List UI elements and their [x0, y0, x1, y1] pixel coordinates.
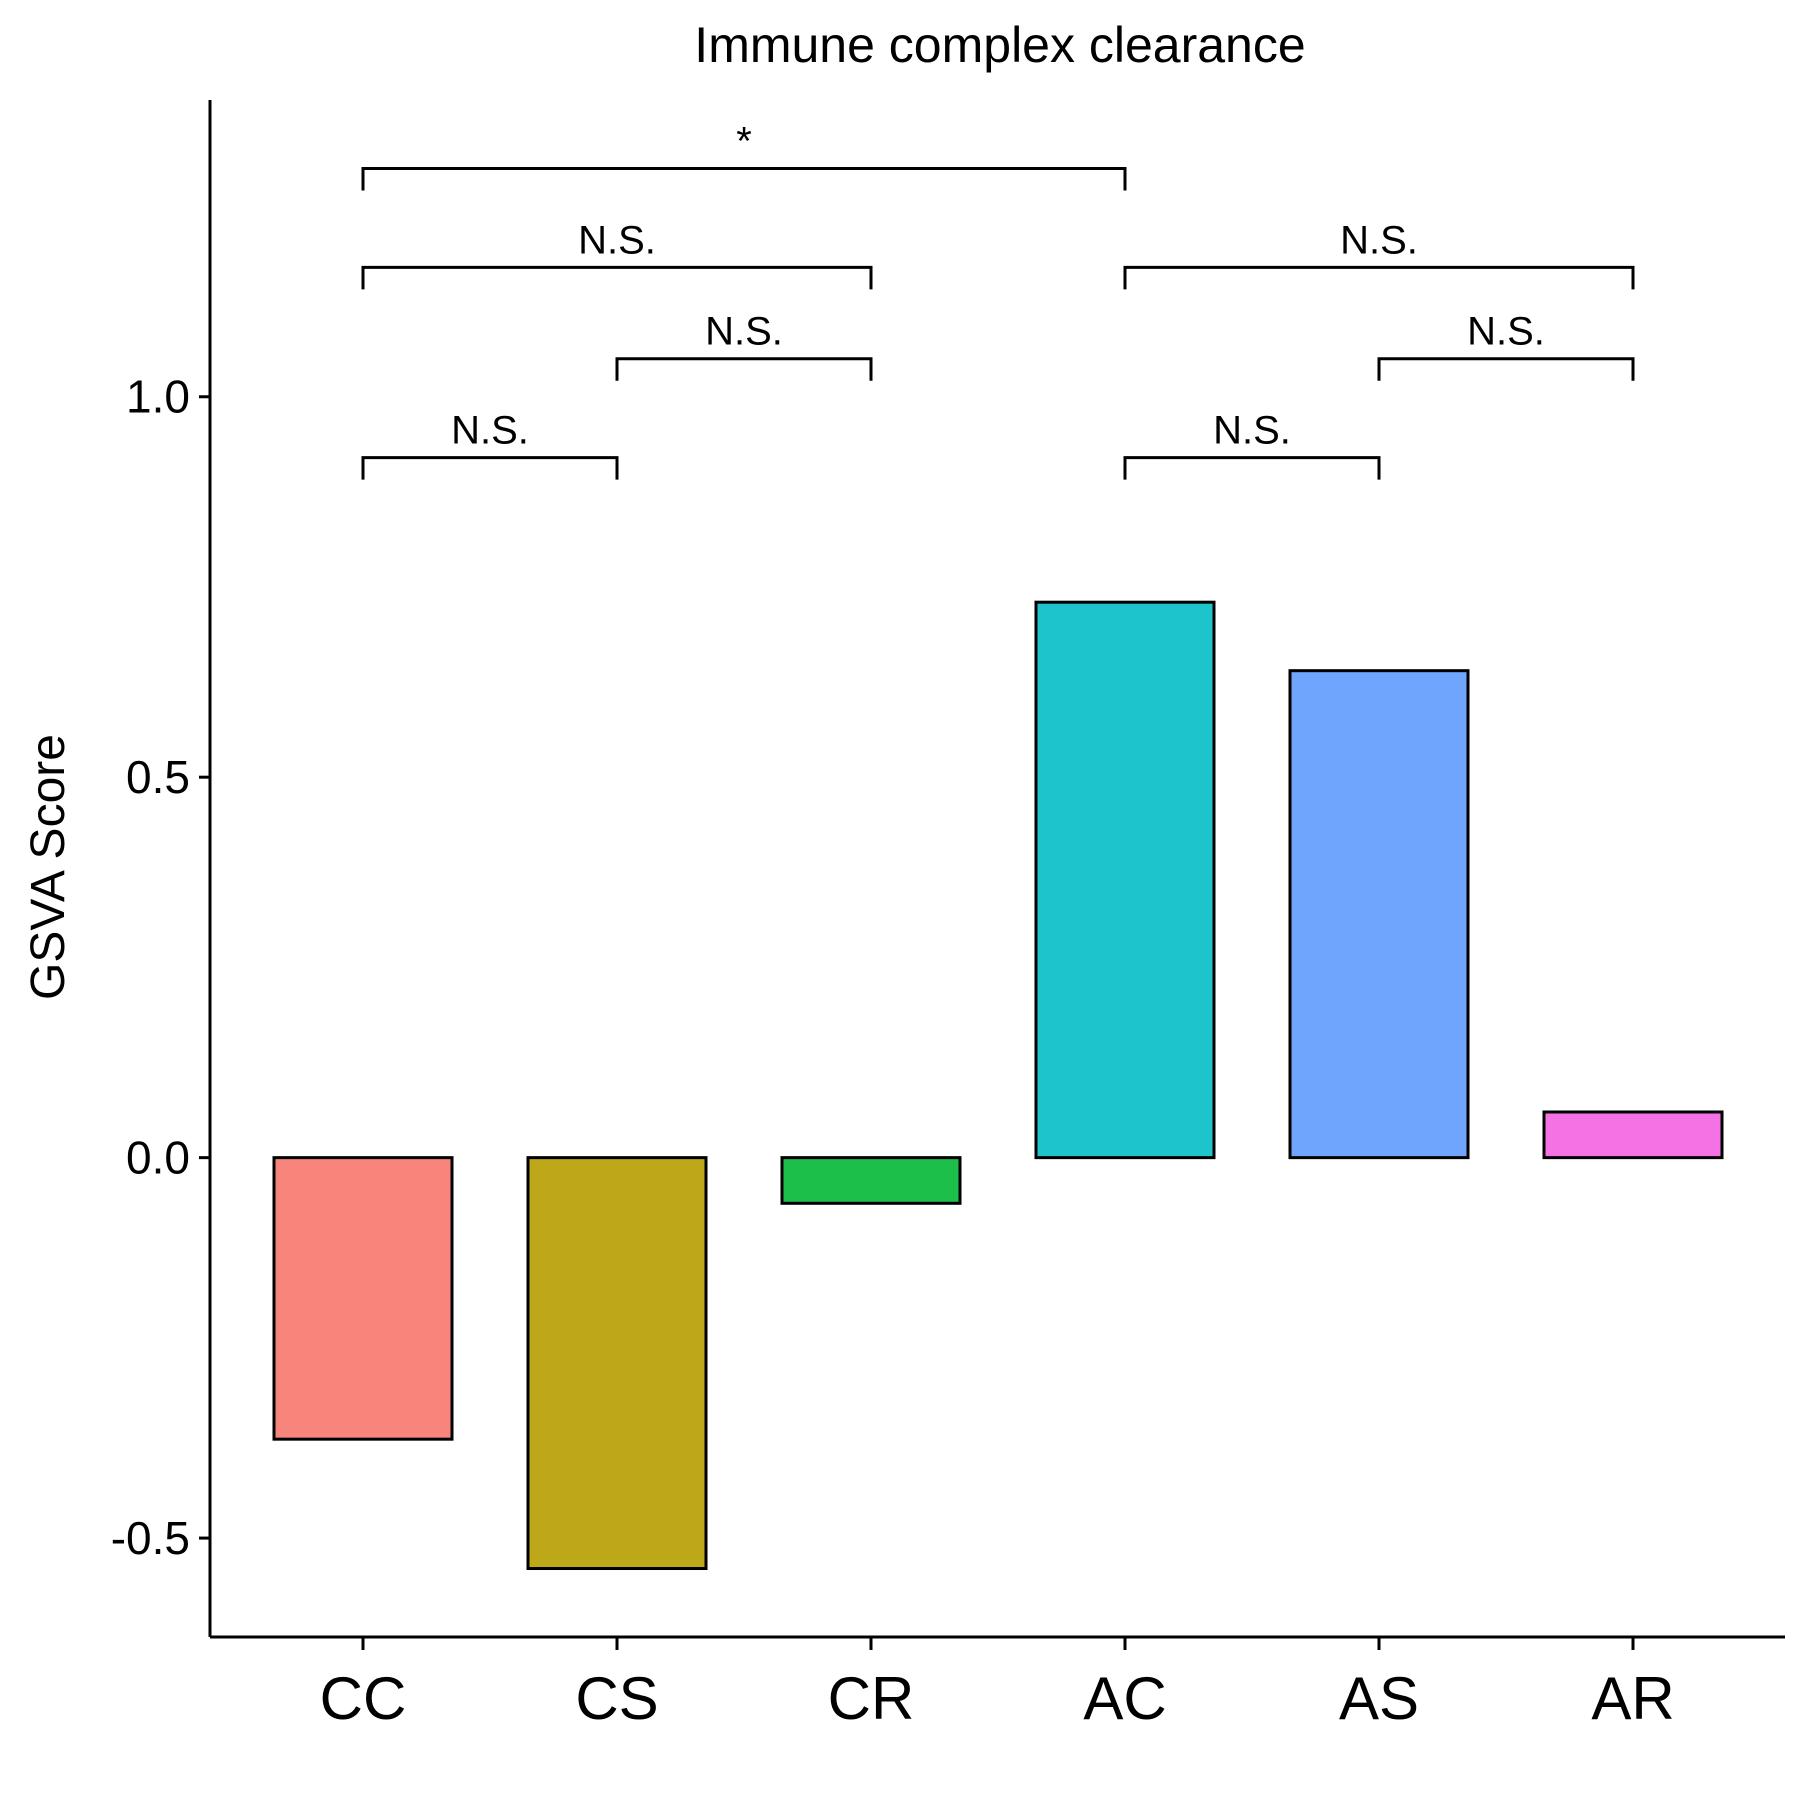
- significance-bracket: [361, 265, 873, 290]
- y-tick-label: 0.0: [126, 1132, 190, 1184]
- bar-cr: [780, 1156, 962, 1205]
- significance-label: N.S.: [451, 409, 529, 453]
- x-tick-label: CS: [575, 1665, 658, 1732]
- significance-brackets: N.S. N.S. N.S. * N.S. N.S. N.S.: [361, 119, 1635, 480]
- bar-cs: [526, 1156, 708, 1571]
- significance-bracket: [361, 166, 1127, 191]
- y-tick-label: 0.5: [126, 751, 190, 803]
- significance-label: N.S.: [1340, 218, 1418, 262]
- significance-bracket: [1377, 357, 1635, 381]
- chart-title: Immune complex clearance: [694, 17, 1305, 73]
- significance-label: N.S.: [1213, 409, 1291, 453]
- bars-layer: [272, 600, 1724, 1571]
- x-tick-label: CR: [828, 1665, 915, 1732]
- significance-label: N.S.: [705, 310, 783, 354]
- bar-ar: [1542, 1110, 1724, 1160]
- y-axis-label: GSVA Score: [22, 734, 75, 1000]
- significance-label: *: [736, 119, 752, 163]
- significance-label: N.S.: [578, 218, 656, 262]
- bar-cc: [272, 1156, 454, 1441]
- x-tick-label: AR: [1591, 1665, 1674, 1732]
- x-tick-label: CC: [320, 1665, 407, 1732]
- significance-bracket: [1123, 456, 1381, 480]
- y-tick-label: -0.5: [111, 1512, 190, 1564]
- significance-bracket: [361, 456, 619, 480]
- bar-as: [1288, 669, 1470, 1160]
- bar-ac: [1034, 600, 1216, 1160]
- significance-bracket: [1123, 265, 1635, 290]
- y-tick-label: 1.0: [126, 371, 190, 423]
- significance-label: N.S.: [1467, 310, 1545, 354]
- significance-bracket: [615, 357, 873, 381]
- x-tick-label: AC: [1083, 1665, 1166, 1732]
- x-tick-label: AS: [1339, 1665, 1419, 1732]
- axes: -0.5 0.0 0.5 1.0 CC CS CR AC AS AR: [111, 100, 1785, 1732]
